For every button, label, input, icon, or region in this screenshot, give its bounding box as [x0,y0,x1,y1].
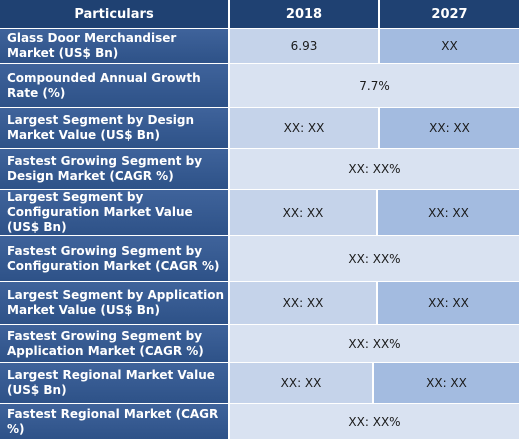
header-particulars: Particulars [0,0,228,28]
header-2027: 2027 [380,0,519,28]
row-label: Fastest Growing Segment by Application M… [0,325,228,362]
value-2027-cell: XX: XX [380,108,519,148]
value-2018-cell: XX: XX [230,363,372,403]
value-2018-cell: 6.93 [230,29,378,63]
merged-value-cell: 7.7% [230,64,519,107]
value-2027-cell: XX [380,29,519,63]
row-label: Largest Segment by Configuration Market … [0,190,228,235]
value-2027-cell: XX: XX [378,190,519,235]
row-label: Glass Door Merchandiser Market (US$ Bn) [0,29,228,63]
row-label: Largest Segment by Application Market Va… [0,282,228,324]
merged-value-cell: XX: XX% [230,325,519,362]
row-label: Largest Segment by Design Market Value (… [0,108,228,148]
header-2018: 2018 [230,0,378,28]
row-label: Fastest Growing Segment by Design Market… [0,149,228,189]
row-label: Largest Regional Market Value (US$ Bn) [0,363,228,403]
row-label: Fastest Regional Market (CAGR %) [0,404,228,439]
value-2027-cell: XX: XX [374,363,519,403]
value-2027-cell: XX: XX [378,282,519,324]
row-label: Fastest Growing Segment by Configuration… [0,236,228,281]
value-2018-cell: XX: XX [230,190,376,235]
value-2018-cell: XX: XX [230,108,378,148]
merged-value-cell: XX: XX% [230,404,519,439]
merged-value-cell: XX: XX% [230,149,519,189]
row-label: Compounded Annual Growth Rate (%) [0,64,228,107]
value-2018-cell: XX: XX [230,282,376,324]
merged-value-cell: XX: XX% [230,236,519,281]
